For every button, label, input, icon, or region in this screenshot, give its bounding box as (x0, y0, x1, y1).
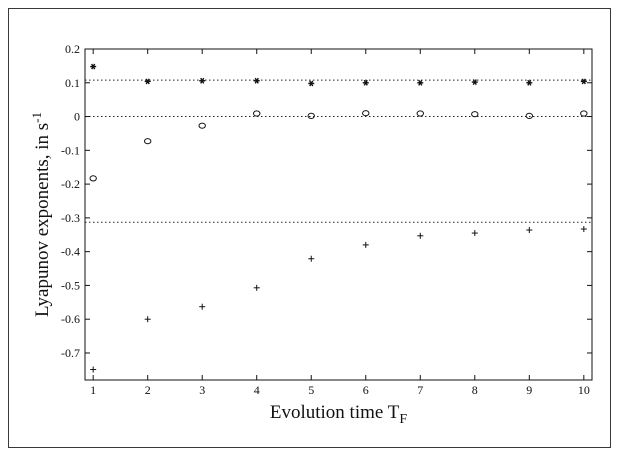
circle-point (198, 122, 206, 129)
x-axis-label-subscript: F (399, 412, 407, 427)
plus-point (526, 227, 533, 234)
plus-point (580, 226, 587, 233)
x-tick-label: 5 (308, 383, 314, 397)
x-tick-label: 2 (145, 383, 151, 397)
circle-point (253, 110, 261, 117)
reference-lines (85, 79, 592, 223)
y-tick-label: 0.1 (65, 76, 80, 90)
y-axis-label-text: Lyapunov exponents, in s (32, 123, 53, 317)
plus-point (199, 303, 206, 310)
x-tick-label: 7 (417, 383, 423, 397)
asterisk-point (526, 79, 533, 86)
y-tick-label: -0.2 (61, 177, 80, 191)
asterisk-stroke (309, 80, 314, 87)
plus-point (253, 284, 260, 291)
asterisk-point (362, 79, 369, 86)
plus-point (90, 366, 97, 373)
asterisk-stroke (527, 79, 532, 86)
asterisk-stroke (91, 63, 96, 70)
circle-point (307, 112, 315, 119)
circle-point (143, 138, 152, 145)
axis-ticks: 1 2 3 4 5 6 7 8 9 10 0.2 0.1 0 -0.1 -0.2 -0.3 -0.4 -0.5 -0… (61, 42, 592, 397)
x-axis-label: Evolution time TF (270, 402, 407, 427)
asterisk-point (90, 63, 97, 70)
x-tick-label: 8 (472, 383, 478, 397)
circle-point (416, 110, 424, 117)
plus-point (362, 241, 369, 248)
x-axis-label-text: Evolution time T (270, 402, 400, 423)
y-tick-label: -0.1 (61, 143, 80, 157)
plus-point (471, 230, 478, 237)
asterisk-point (580, 78, 587, 85)
circle-point (89, 175, 97, 182)
asterisk-stroke (200, 77, 205, 84)
asterisk-point (144, 78, 151, 85)
asterisk-stroke (363, 79, 368, 86)
y-tick-label: 0.2 (65, 42, 80, 56)
asterisk-stroke (418, 79, 423, 86)
plus-point (144, 316, 151, 323)
asterisk-point (308, 80, 315, 87)
y-tick-label: -0.4 (61, 245, 80, 259)
y-axis-label: Lyapunov exponents, in s-1 (29, 112, 53, 317)
y-tick-label: -0.6 (61, 312, 80, 326)
x-tick-label: 1 (90, 383, 96, 397)
y-axis-label-superscript: -1 (29, 112, 44, 123)
asterisk-stroke (581, 78, 586, 85)
plus-point (308, 255, 315, 262)
asterisk-stroke (254, 77, 259, 84)
asterisk-point (253, 77, 260, 84)
asterisk-point (199, 77, 206, 84)
plus-point (417, 232, 424, 239)
data-points (89, 63, 588, 373)
x-tick-label: 4 (254, 383, 260, 397)
y-tick-label: -0.7 (61, 346, 80, 360)
circle-point (471, 111, 479, 118)
x-tick-label: 6 (363, 383, 369, 397)
asterisk-stroke (145, 78, 150, 85)
circle-point (525, 112, 534, 119)
y-tick-label: 0 (74, 110, 80, 124)
x-tick-label: 9 (526, 383, 532, 397)
y-tick-label: -0.3 (61, 211, 80, 225)
asterisk-point (417, 79, 424, 86)
circle-point (362, 110, 370, 117)
asterisk-point (471, 79, 478, 86)
x-tick-label: 10 (578, 383, 590, 397)
y-tick-label: -0.5 (61, 278, 80, 292)
plot-area-border (84, 48, 593, 381)
asterisk-stroke (472, 79, 477, 86)
x-tick-label: 3 (199, 383, 205, 397)
circle-point (580, 110, 588, 117)
